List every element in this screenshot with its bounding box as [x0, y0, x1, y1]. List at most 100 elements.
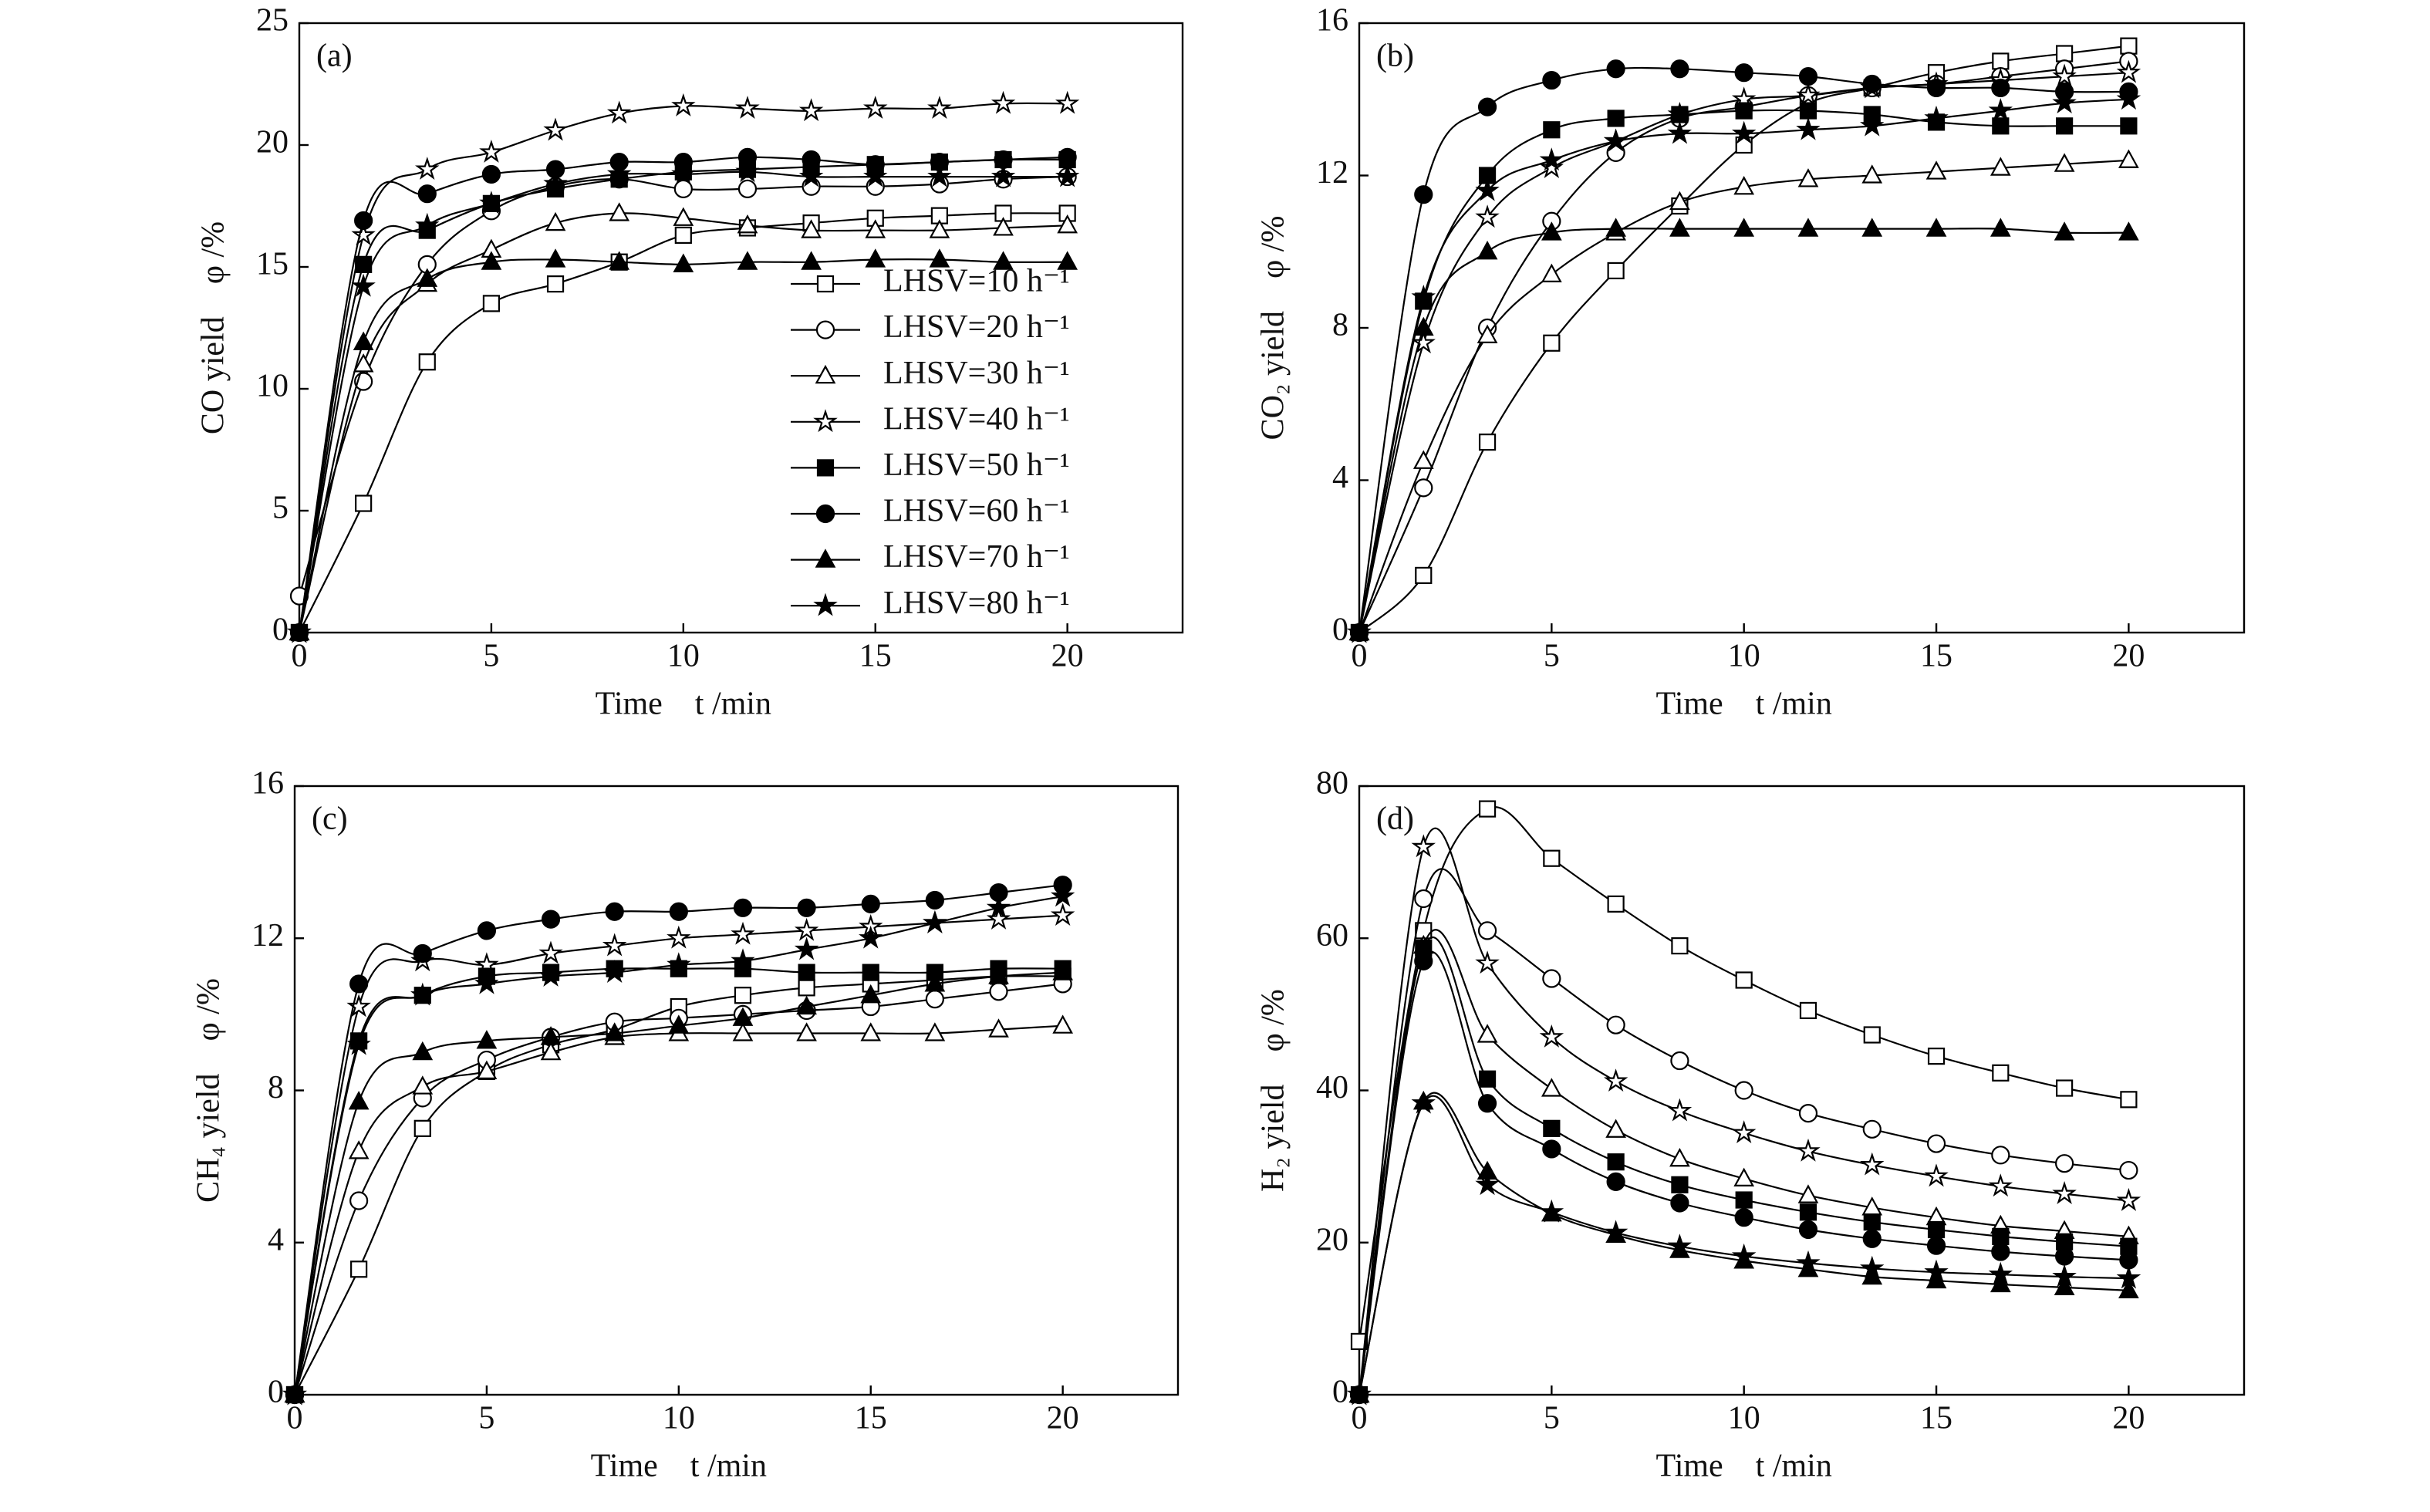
marker [1926, 1134, 1946, 1153]
series-line [1358, 929, 2129, 1396]
marker [1475, 177, 1500, 201]
legend-label: LHSV=10 h⁻¹ [883, 264, 1070, 299]
marker [1052, 1014, 1074, 1034]
marker [735, 159, 760, 183]
marker [1347, 619, 1372, 643]
marker [1414, 951, 1433, 970]
marker [476, 1030, 498, 1049]
x-tick-label: 20 [1047, 1401, 1079, 1436]
marker [2054, 153, 2075, 172]
marker [605, 902, 624, 921]
marker [1539, 155, 1564, 178]
marker [929, 219, 950, 238]
marker [798, 164, 824, 187]
marker [1735, 1191, 1753, 1209]
marker [348, 1140, 370, 1159]
series-line [298, 212, 1068, 633]
marker [1988, 1173, 2013, 1197]
marker [669, 902, 688, 921]
marker [282, 1382, 307, 1406]
marker [1478, 434, 1497, 451]
panel: 0 5 10 15 20 0 20 40 60 80 (d) Time t /min H₂ yield … [1256, 766, 2246, 1484]
marker [796, 995, 817, 1015]
marker [1731, 1243, 1757, 1267]
marker [1797, 218, 1819, 237]
marker [1607, 262, 1625, 280]
marker [1603, 1220, 1628, 1244]
marker [1412, 316, 1434, 336]
x-axis-label: Time t /min [1656, 687, 1832, 722]
marker [1543, 121, 1561, 139]
y-tick-label: 40 [1316, 1070, 1348, 1105]
x-tick-label: 5 [1544, 639, 1560, 674]
y-tick-label: 16 [251, 766, 284, 802]
marker [2116, 86, 2141, 110]
y-tick-label: 16 [1316, 3, 1348, 39]
x-axis-label: Time t /min [591, 1449, 767, 1484]
marker [1796, 116, 1821, 140]
marker [609, 202, 630, 221]
legend-marker [816, 459, 835, 477]
marker [986, 906, 1011, 930]
y-tick-label: 20 [256, 125, 289, 160]
marker [927, 164, 952, 187]
marker [348, 1090, 370, 1110]
marker [865, 248, 886, 268]
marker [2056, 1079, 2074, 1097]
marker [988, 1018, 1009, 1038]
marker [1990, 218, 2011, 237]
x-tick-label: 0 [1352, 1401, 1368, 1436]
x-tick-label: 20 [1051, 639, 1084, 674]
marker [798, 979, 815, 997]
panel: 0 5 10 15 20 0 4 8 12 16 (b) Time t /min CO₂ yield φ… [1256, 3, 2246, 722]
marker [2118, 221, 2139, 241]
marker [667, 925, 691, 949]
marker [2055, 1154, 2074, 1173]
marker [1478, 1070, 1497, 1088]
marker [410, 982, 435, 1006]
legend-marker [816, 275, 835, 293]
marker [1606, 1015, 1625, 1034]
marker [1988, 1261, 2013, 1285]
legend-label: LHSV=80 h⁻¹ [883, 586, 1070, 621]
marker [1411, 834, 1436, 858]
marker [482, 295, 501, 312]
marker [1606, 59, 1625, 79]
legend-marker [815, 320, 835, 339]
marker [1733, 1167, 1755, 1187]
marker [1735, 102, 1753, 120]
series-line [1358, 1095, 2129, 1396]
series-line [1358, 228, 2129, 633]
marker [1542, 70, 1561, 90]
marker [1415, 566, 1433, 585]
marker [479, 140, 504, 163]
x-tick-label: 5 [1544, 1401, 1560, 1436]
marker [2116, 59, 2141, 83]
marker [1542, 1139, 1561, 1159]
marker [797, 898, 816, 917]
marker [1477, 1094, 1497, 1113]
marker [1927, 1220, 1946, 1239]
x-tick-label: 5 [483, 639, 499, 674]
marker [1669, 191, 1690, 211]
x-tick-label: 10 [1728, 639, 1760, 674]
marker [801, 219, 822, 238]
marker [602, 960, 627, 983]
marker [1799, 1203, 1817, 1221]
panel: 0 5 10 15 20 0 4 8 12 16 (c) Time t /min CH₄ yield φ… [191, 766, 1180, 1484]
marker [354, 211, 373, 231]
series-line [293, 967, 1063, 1396]
legend-marker [815, 548, 836, 568]
series-line [1358, 98, 2129, 633]
marker [2054, 221, 2075, 241]
marker [863, 164, 888, 187]
series-line [298, 258, 1068, 633]
marker [1925, 218, 1947, 237]
marker [1669, 218, 1690, 237]
marker [796, 1022, 817, 1041]
x-tick-label: 10 [663, 1401, 695, 1436]
marker [609, 251, 630, 270]
legend-marker [813, 409, 838, 433]
marker [737, 179, 758, 198]
